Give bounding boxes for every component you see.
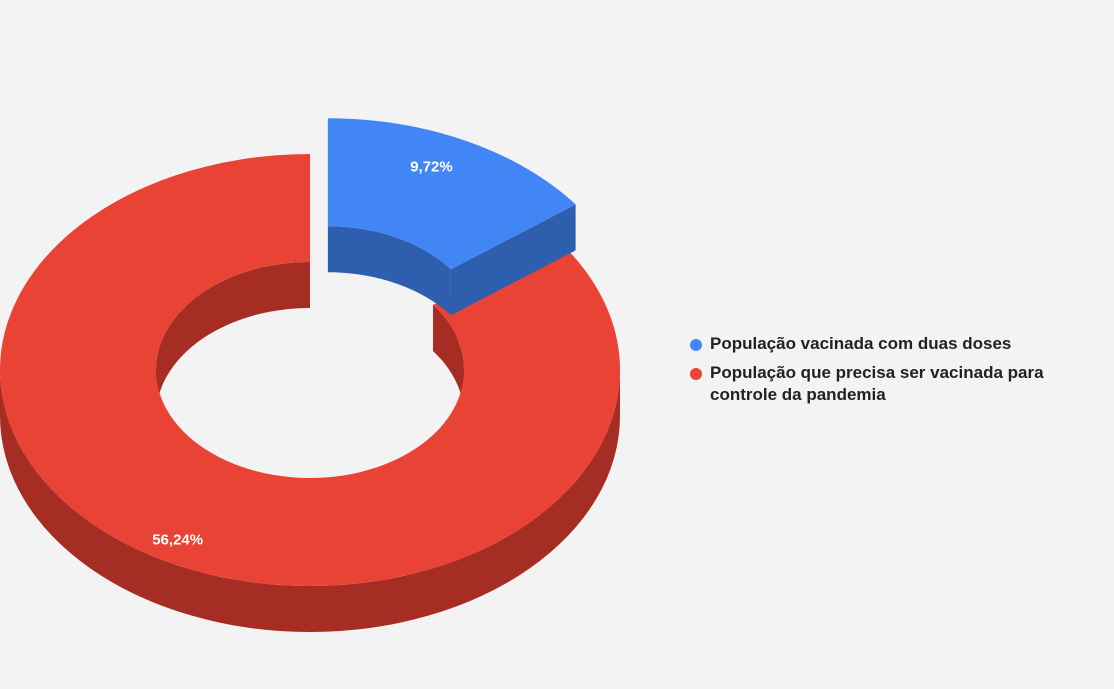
legend-item-vaccinated[interactable]: População vacinada com duas doses xyxy=(690,333,1090,355)
data-label-slice-0: 9,72% xyxy=(410,158,453,175)
legend-marker-needs-vaccination xyxy=(690,368,702,380)
legend-marker-vaccinated xyxy=(690,339,702,351)
slice-0-top xyxy=(327,118,576,270)
legend-label-needs-vaccination: População que precisa ser vacinada para … xyxy=(710,363,1044,404)
slice-0-end-wall-end xyxy=(450,204,576,316)
legend-item-needs-vaccination[interactable]: População que precisa ser vacinada para … xyxy=(690,362,1090,406)
slice-0-inner-wall-0 xyxy=(327,226,451,316)
slice-1-top xyxy=(0,154,620,586)
data-label-slice-1: 56,24% xyxy=(152,532,203,549)
slice-1-inner-wall-0 xyxy=(156,262,310,416)
legend-label-vaccinated: População vacinada com duas doses xyxy=(710,334,1012,353)
chart-legend: População vacinada com duas doses Popula… xyxy=(690,333,1090,413)
slice-1-outer-wall-0 xyxy=(0,370,620,632)
